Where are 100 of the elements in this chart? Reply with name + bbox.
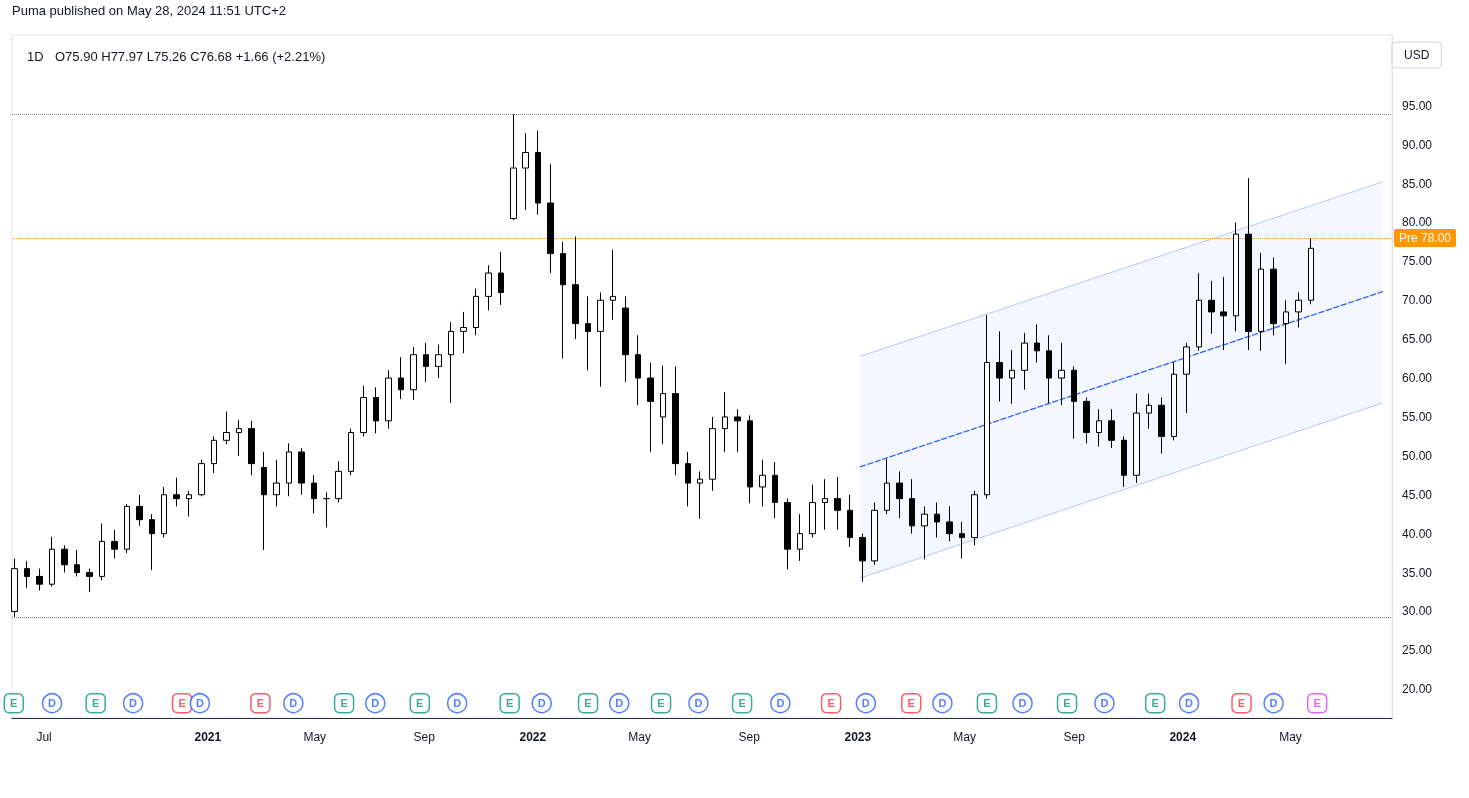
y-tick-label: 65.00 <box>1402 332 1433 347</box>
candlestick <box>635 334 641 406</box>
candlestick <box>722 391 728 453</box>
candlestick <box>1183 342 1190 414</box>
candlestick <box>1245 177 1252 351</box>
candlestick <box>1083 397 1090 444</box>
candlestick <box>572 235 579 340</box>
candlestick <box>460 311 467 354</box>
candlestick <box>385 369 392 430</box>
x-tick-label: Sep <box>1063 730 1086 744</box>
candlestick <box>1009 349 1015 405</box>
data-label: E <box>416 697 424 710</box>
data-label: D <box>1185 697 1194 710</box>
data-label: D <box>1018 697 1027 710</box>
candlestick <box>36 568 43 591</box>
candlestick <box>173 477 180 507</box>
candlestick <box>373 386 379 434</box>
x-tick-label: May <box>953 730 976 744</box>
candlestick <box>946 505 953 542</box>
candlestick <box>261 451 267 551</box>
candlestick <box>335 460 342 504</box>
candlestick <box>909 478 915 535</box>
candlestick <box>1034 323 1040 363</box>
candlestick <box>86 568 93 593</box>
x-tick-label: 2023 <box>844 730 872 744</box>
candlestick <box>1096 408 1102 448</box>
data-label: D <box>1269 697 1278 710</box>
candlestick <box>348 428 354 476</box>
candlestick <box>1283 299 1289 365</box>
candlestick <box>11 558 18 618</box>
candlestick <box>585 295 591 371</box>
candlestick <box>822 478 828 531</box>
candlestick <box>535 130 541 216</box>
candlestick <box>473 288 479 336</box>
candlestick <box>510 113 517 221</box>
y-tick-label: 70.00 <box>1402 293 1433 308</box>
x-tick-label: 2024 <box>1169 730 1197 744</box>
candlestick <box>622 295 629 383</box>
candlestick <box>834 476 841 531</box>
candlestick <box>286 442 292 497</box>
data-label: D <box>861 697 870 710</box>
candlestick <box>61 544 68 574</box>
candlestick <box>136 494 143 527</box>
y-tick-label: 80.00 <box>1402 215 1433 230</box>
data-label: E <box>92 697 100 710</box>
candlestick <box>236 419 242 457</box>
candlestick <box>971 490 978 546</box>
candlestick <box>1208 280 1215 335</box>
candlestick <box>223 411 230 445</box>
y-tick-label: 95.00 <box>1402 98 1433 113</box>
data-label: D <box>1100 697 1109 710</box>
candlestick <box>809 484 816 539</box>
ref-line-label: Pre 78.00 <box>1399 231 1452 246</box>
candlestick <box>797 513 803 562</box>
data-label: E <box>1063 697 1071 710</box>
candlestick <box>660 365 666 445</box>
text: Puma published on May 28, 2024 11:51 UTC+2 <box>12 3 287 18</box>
candlestick <box>1158 397 1165 455</box>
data-label: E <box>10 697 18 710</box>
data-label: E <box>827 697 835 710</box>
data-label: D <box>615 697 624 710</box>
data-label: E <box>178 697 186 710</box>
candlestick <box>709 416 716 492</box>
candlestick <box>610 249 616 321</box>
candlestick <box>1295 291 1302 328</box>
candlestick <box>111 529 118 560</box>
candlestick <box>485 264 492 311</box>
data-label: E <box>506 697 514 710</box>
data-label: E <box>983 697 991 710</box>
candlestick <box>672 365 679 476</box>
candlestick <box>896 470 903 519</box>
x-tick-label: Jul <box>36 730 52 744</box>
candlestick <box>685 451 691 507</box>
candlestick <box>410 346 417 401</box>
candlestick <box>24 560 30 589</box>
y-tick-label: 90.00 <box>1402 137 1433 152</box>
data-label: E <box>738 697 746 710</box>
x-tick-label: May <box>628 730 652 744</box>
data-label: E <box>256 697 265 710</box>
candlestick <box>360 385 367 437</box>
candlestick <box>1308 237 1314 305</box>
candlestick <box>498 251 504 306</box>
candlestick <box>522 132 529 211</box>
candlestick <box>1021 332 1028 391</box>
candlestick <box>1146 393 1152 430</box>
candlestick <box>747 414 753 504</box>
data-label: D <box>289 697 298 710</box>
data-label: D <box>453 697 462 710</box>
data-label: D <box>537 697 546 710</box>
candlestick <box>198 459 205 497</box>
candlestick <box>1270 256 1277 336</box>
candlestick <box>547 163 554 274</box>
candlestick <box>161 486 167 539</box>
candlestick <box>1220 276 1227 351</box>
candlestick <box>1258 252 1264 352</box>
candlestick <box>759 459 766 507</box>
data-label: E <box>1151 697 1159 710</box>
candlestick <box>884 458 890 515</box>
x-tick-label: May <box>1279 730 1302 744</box>
candlestick <box>647 362 654 453</box>
